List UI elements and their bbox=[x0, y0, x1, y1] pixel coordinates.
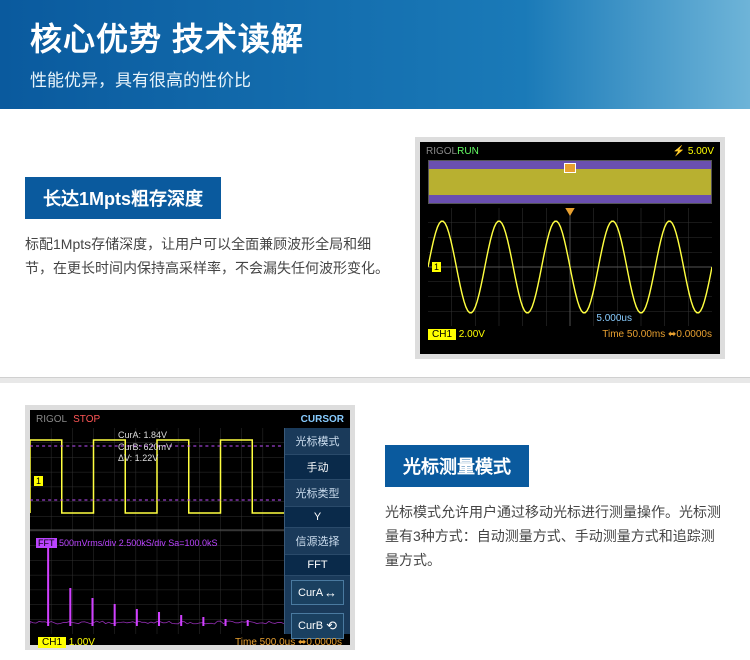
section2-scope-wrap: RIGOL STOP CURSOR 1 CurA: 1.84V CurB: 62… bbox=[25, 405, 355, 650]
scope2-cursor-readout: CurA: 1.84V CurB: 620mV ΔV: 1.22V bbox=[118, 430, 172, 465]
scope2-cursor-title: CURSOR bbox=[301, 414, 344, 425]
section1-desc: 标配1Mpts存储深度，让用户可以全面兼顾波形全局和细节，在更长时间内保持高采样… bbox=[25, 233, 390, 281]
scope1-timebase: Time 50.00ms bbox=[602, 329, 665, 340]
scope2-brand: RIGOL bbox=[36, 414, 67, 425]
scope1-brand: RIGOL bbox=[426, 146, 457, 157]
oscilloscope-screenshot-1: RIGOL RUN ⚡ 5.00V 1 5.000us CH1 2.00V bbox=[415, 137, 725, 359]
section2-text: 光标测量模式 光标模式允许用户通过移动光标进行测量操作。光标测量有3种方式：自动… bbox=[385, 405, 725, 572]
oscilloscope-screenshot-2: RIGOL STOP CURSOR 1 CurA: 1.84V CurB: 62… bbox=[25, 405, 355, 650]
sidebar-type-label[interactable]: 光标类型 bbox=[285, 480, 350, 507]
section1-tag: 长达1Mpts粗存深度 bbox=[25, 177, 221, 219]
sidebar-curb-button[interactable]: CurB bbox=[291, 613, 344, 639]
scope1-bottom-bar: CH1 2.00V Time 50.00ms ⬌0.0000s bbox=[420, 326, 720, 343]
scope2-timebase: Time 500.0us bbox=[235, 637, 295, 648]
leftright-icon bbox=[324, 585, 337, 600]
scope2-ch-label: CH1 bbox=[38, 637, 66, 648]
sidebar-source-value: FFT bbox=[285, 555, 350, 576]
scope1-ch-val: 2.00V bbox=[459, 329, 485, 340]
section-cursor-mode: RIGOL STOP CURSOR 1 CurA: 1.84V CurB: 62… bbox=[0, 383, 750, 660]
header-banner: 核心优势 技术读解 性能优异，具有很高的性价比 bbox=[0, 0, 750, 109]
scope2-fft-label: FFT 500mVrms/div 2.500kS/div Sa=100.0kS bbox=[36, 538, 218, 548]
scope2-plot-area: 1 CurA: 1.84V CurB: 620mV ΔV: 1.22V FFT … bbox=[30, 428, 284, 634]
sidebar-mode-label[interactable]: 光标模式 bbox=[285, 428, 350, 455]
scope2-ch-indicator: 1 bbox=[34, 476, 43, 486]
scope1-time-offset: ⬌0.0000s bbox=[668, 329, 712, 340]
section-memory-depth: 长达1Mpts粗存深度 标配1Mpts存储深度，让用户可以全面兼顾波形全局和细节… bbox=[0, 109, 750, 377]
section2-desc: 光标模式允许用户通过移动光标进行测量操作。光标测量有3种方式：自动测量方式、手动… bbox=[385, 501, 725, 572]
scope1-time-cursor: 5.000us bbox=[596, 313, 632, 324]
scope1-plot: 1 5.000us bbox=[428, 208, 712, 326]
scope1-ch-label: CH1 bbox=[428, 329, 456, 340]
scope1-trigger: ⚡ 5.00V bbox=[673, 146, 714, 157]
header-subtitle: 性能优异，具有很高的性价比 bbox=[30, 66, 720, 91]
sidebar-mode-value: 手动 bbox=[285, 455, 350, 480]
scope1-nav-marker bbox=[564, 163, 576, 173]
section1-text: 长达1Mpts粗存深度 标配1Mpts存储深度，让用户可以全面兼顾波形全局和细节… bbox=[25, 137, 390, 281]
section2-tag: 光标测量模式 bbox=[385, 445, 529, 487]
sidebar-cura-button[interactable]: CurA bbox=[291, 580, 344, 605]
header-title: 核心优势 技术读解 bbox=[30, 14, 720, 60]
scope2-ch-val: 1.00V bbox=[69, 637, 95, 648]
scope1-status: RUN bbox=[457, 146, 479, 157]
scope1-nav-overview bbox=[428, 160, 712, 204]
sidebar-source-label[interactable]: 信源选择 bbox=[285, 528, 350, 555]
section1-scope-wrap: RIGOL RUN ⚡ 5.00V 1 5.000us CH1 2.00V bbox=[415, 137, 725, 359]
scope2-readout-dv: ΔV: 1.22V bbox=[118, 453, 172, 465]
rotate-icon bbox=[326, 618, 337, 634]
scope2-time-offset: ⬌0.0000s bbox=[298, 637, 342, 648]
scope1-ch-indicator: 1 bbox=[432, 262, 441, 272]
scope2-bottom-bar: CH1 1.00V Time 500.0us ⬌0.0000s bbox=[30, 634, 350, 651]
scope2-readout-cura: CurA: 1.84V bbox=[118, 430, 172, 442]
scope2-status: STOP bbox=[73, 414, 100, 425]
scope2-readout-curb: CurB: 620mV bbox=[118, 442, 172, 454]
sidebar-type-value: Y bbox=[285, 507, 350, 528]
scope2-sidebar: 光标模式 手动 光标类型 Y 信源选择 FFT CurA CurB bbox=[284, 428, 350, 634]
